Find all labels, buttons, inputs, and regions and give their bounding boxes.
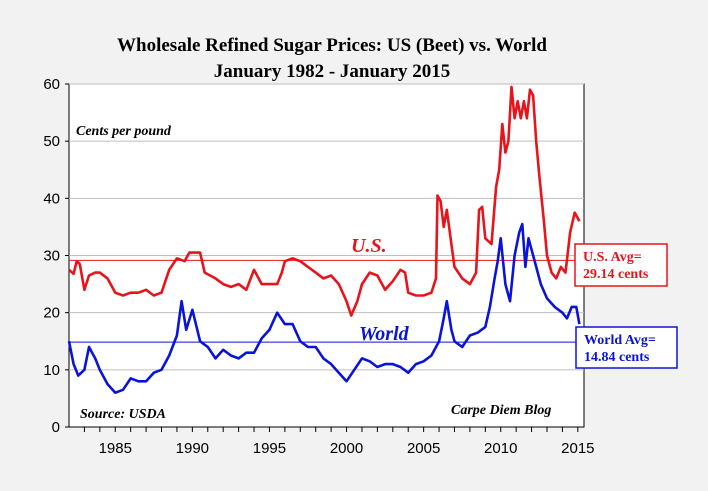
source-note: Source: USDA — [80, 407, 166, 422]
y-tick-label-10: 10 — [43, 362, 60, 379]
chart-title: Wholesale Refined Sugar Prices: US (Beet… — [117, 35, 547, 56]
average-lines — [69, 259, 577, 343]
x-tick-label-2015: 2015 — [561, 440, 594, 457]
y-tick-label-30: 30 — [43, 248, 60, 265]
world-series-label: World — [359, 323, 410, 345]
y-axis-label: Cents per pound — [76, 124, 172, 139]
y-tick-label-40: 40 — [43, 190, 60, 207]
grid — [69, 83, 584, 371]
y-tick-label-20: 20 — [43, 305, 60, 322]
us-series-line — [68, 85, 581, 317]
credit-note: Carpe Diem Blog — [451, 403, 551, 418]
x-tick-label-2010: 2010 — [484, 440, 517, 457]
x-tick-label-2005: 2005 — [407, 440, 440, 457]
chart-subtitle: January 1982 - January 2015 — [214, 61, 450, 82]
y-tick-label-0: 0 — [52, 419, 60, 436]
x-tick-label-1995: 1995 — [253, 440, 286, 457]
us-average-box: U.S. Avg= 29.14 cents — [574, 243, 668, 287]
x-tick-label-1985: 1985 — [99, 440, 132, 457]
y-tick-label-50: 50 — [43, 133, 60, 150]
world-average-label-2: 14.84 cents — [584, 350, 650, 365]
x-tick-label-1990: 1990 — [176, 440, 209, 457]
y-axis: 0 10 20 30 40 50 60 — [43, 76, 69, 436]
x-axis: 1985 1990 1995 2000 2005 2010 2015 — [83, 427, 595, 457]
x-tick-label-2000: 2000 — [330, 440, 363, 457]
us-average-label-1: U.S. Avg= — [583, 250, 642, 265]
us-average-label-2: 29.14 cents — [583, 267, 649, 282]
us-series-label: U.S. — [351, 235, 387, 257]
world-series-line — [67, 222, 581, 394]
series-lines — [67, 85, 581, 394]
world-average-label-1: World Avg= — [584, 333, 656, 348]
world-average-box: World Avg= 14.84 cents — [575, 326, 678, 369]
y-tick-label-60: 60 — [43, 76, 60, 93]
